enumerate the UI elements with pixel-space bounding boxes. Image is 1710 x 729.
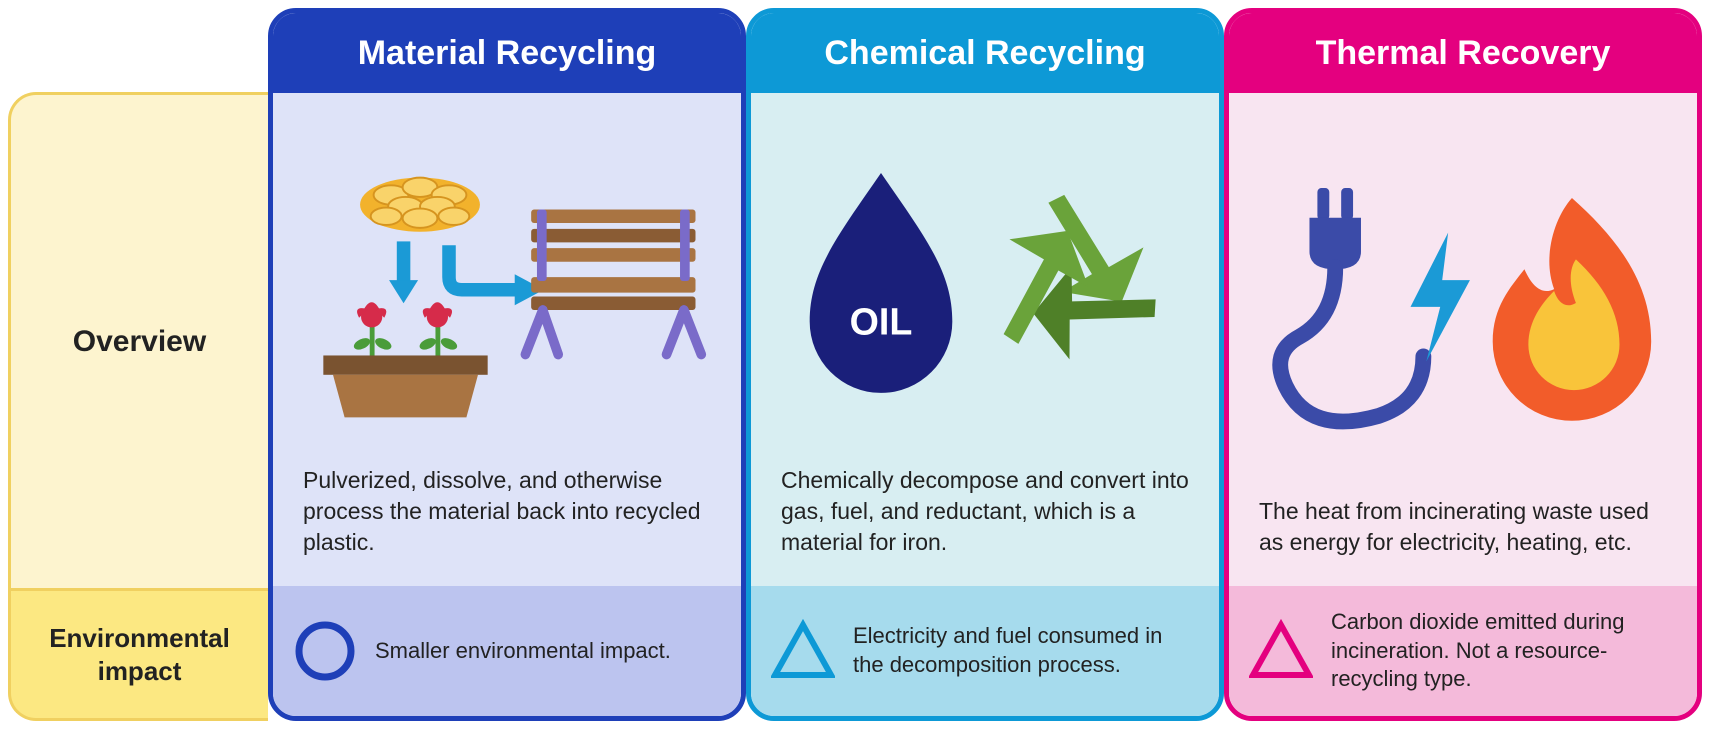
thermal-illus-svg — [1255, 157, 1671, 437]
chemical-recycling-illustration: OIL — [777, 111, 1193, 453]
material-recycling-footer: Smaller environmental impact. — [273, 586, 741, 716]
chemical-recycling-desc: Chemically decompose and convert into ga… — [777, 453, 1193, 566]
flower-pot-icon — [323, 302, 487, 417]
row-labels-column: Overview Environmental impact — [8, 8, 268, 721]
thermal-recovery-illustration — [1255, 111, 1671, 484]
oil-drop-icon: OIL — [810, 173, 953, 393]
material-recycling-illustration — [299, 111, 715, 453]
right-arrow-icon — [449, 245, 544, 305]
thermal-recovery-card: Thermal Recovery — [1224, 8, 1702, 721]
bench-icon — [525, 209, 701, 354]
recycle-icon — [964, 195, 1163, 386]
triangle-icon — [771, 619, 835, 683]
chemical-recycling-body: OIL Chemica — [751, 93, 1219, 586]
material-recycling-card: Material Recycling — [268, 8, 746, 721]
thermal-impact-text: Carbon dioxide emitted during incinerati… — [1331, 608, 1677, 694]
chemical-impact-text: Electricity and fuel consumed in the dec… — [853, 622, 1199, 679]
chemical-recycling-header: Chemical Recycling — [751, 13, 1219, 93]
material-recycling-desc: Pulverized, dissolve, and otherwise proc… — [299, 453, 715, 566]
lightning-icon — [1411, 233, 1470, 362]
plug-icon — [1280, 189, 1423, 422]
triangle-icon — [1249, 619, 1313, 683]
circle-icon — [293, 619, 357, 683]
thermal-recovery-desc: The heat from incinerating waste used as… — [1255, 484, 1671, 566]
chemical-illus-svg: OIL — [777, 142, 1193, 422]
impact-label: Environmental impact — [8, 591, 268, 721]
flame-icon — [1493, 198, 1651, 421]
pellets-icon — [360, 178, 480, 232]
down-arrow-icon — [389, 241, 418, 303]
material-recycling-body: Pulverized, dissolve, and otherwise proc… — [273, 93, 741, 586]
chemical-recycling-footer: Electricity and fuel consumed in the dec… — [751, 586, 1219, 716]
overview-label: Overview — [8, 92, 268, 591]
material-impact-text: Smaller environmental impact. — [375, 637, 721, 666]
recycling-comparison-table: Overview Environmental impact Material R… — [8, 8, 1702, 721]
oil-label: OIL — [850, 300, 913, 342]
chemical-recycling-card: Chemical Recycling OIL — [746, 8, 1224, 721]
thermal-recovery-body: The heat from incinerating waste used as… — [1229, 93, 1697, 586]
material-recycling-header: Material Recycling — [273, 13, 741, 93]
material-illus-svg — [299, 137, 715, 427]
thermal-recovery-footer: Carbon dioxide emitted during incinerati… — [1229, 586, 1697, 716]
thermal-recovery-header: Thermal Recovery — [1229, 13, 1697, 93]
